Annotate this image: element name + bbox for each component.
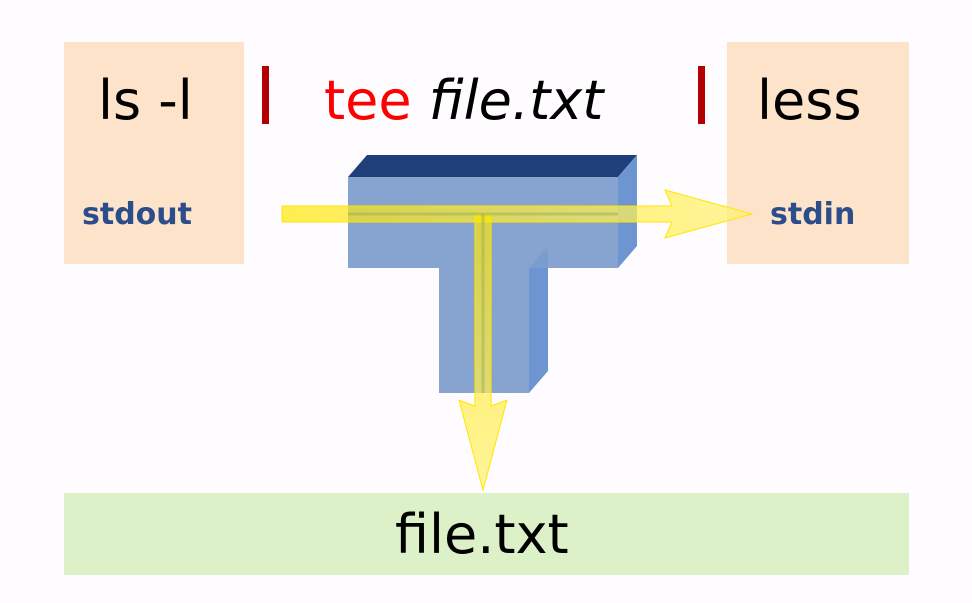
pipe-symbol-left: [262, 66, 269, 124]
pipe-symbol-right: [698, 66, 705, 124]
less-command: less: [757, 69, 862, 132]
tee-command: tee file.txt: [324, 74, 603, 128]
stdout-label: stdout: [82, 197, 192, 232]
ls-process-box: [64, 42, 244, 264]
file-output-box: [64, 493, 909, 575]
file-output-label: file.txt: [395, 503, 569, 566]
less-process-box: [727, 42, 909, 264]
tee-argument: file.txt: [428, 69, 604, 132]
stdin-label: stdin: [770, 197, 856, 232]
ls-command: ls -l: [98, 69, 193, 132]
tee-word: tee: [324, 69, 412, 132]
tee-top-face: [348, 155, 637, 177]
tee-side-face-stem: [529, 246, 548, 393]
